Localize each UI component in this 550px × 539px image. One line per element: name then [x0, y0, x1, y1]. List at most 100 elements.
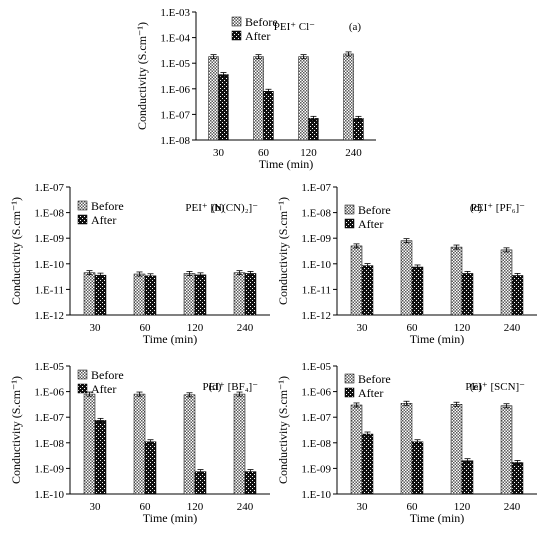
panel-d-bar-after: [94, 420, 107, 495]
panel-d-legend-label-before: Before: [91, 368, 124, 382]
panel-a-x-tick-label: 120: [300, 147, 317, 159]
panel-a-y-tick-label: 1.E-03: [160, 7, 190, 19]
panel-d-bar-before: [183, 394, 196, 495]
panel-d-x-tick-label: 240: [237, 501, 254, 513]
panel-e-bar-after: [361, 433, 374, 495]
panel-d-y-tick-label: 1.E-06: [34, 387, 64, 399]
panel-a-bar-before: [298, 56, 309, 141]
panel-d-y-tick-label: 1.E-09: [34, 463, 64, 475]
panel-b-legend-label-before: Before: [91, 199, 124, 213]
panel-c-y-tick-label: 1.E-12: [301, 310, 331, 322]
panel-e-bar-after: [411, 441, 424, 495]
panel-d-bar-after: [194, 471, 207, 495]
panel-e-bar-before: [350, 404, 363, 495]
panel-e-y-axis-title: Conductivity (S.cm⁻¹): [276, 376, 290, 484]
panel-b-letter: (b): [212, 202, 225, 214]
panel-d-legend-label-after: After: [91, 382, 116, 396]
panel-b-y-tick-label: 1.E-12: [34, 310, 64, 322]
panel-d-y-tick-label: 1.E-05: [34, 361, 64, 373]
panel-a-y-tick-label: 1.E-06: [160, 84, 190, 96]
panel-e-legend-label-after: After: [358, 386, 383, 400]
panel-b-y-tick-label: 1.E-08: [34, 208, 64, 220]
panel-c-x-tick-label: 60: [407, 322, 419, 334]
panel-b-y-axis-title: Conductivity (S.cm⁻¹): [9, 197, 23, 305]
panel-e-bar-before: [400, 403, 413, 495]
panel-a-legend-swatch-before: [231, 16, 242, 27]
panel-d-bar-before: [233, 393, 246, 495]
panel-d-legend-swatch-after: [77, 383, 88, 394]
panel-b-x-axis-title: Time (min): [143, 332, 198, 346]
panel-c-x-tick-label: 30: [357, 322, 369, 334]
panel-b-x-tick-label: 240: [237, 322, 254, 334]
panel-a-y-tick-label: 1.E-08: [160, 135, 190, 147]
panel-a-bar-after: [308, 118, 319, 141]
panel-c-y-tick-label: 1.E-10: [301, 259, 331, 271]
panel-b-bar-before: [133, 273, 146, 316]
panel-a-x-tick-label: 30: [213, 147, 225, 159]
panel-c-y-tick-label: 1.E-07: [301, 182, 331, 194]
panel-b-legend-swatch-before: [77, 200, 88, 211]
panel-b-bar-after: [94, 274, 107, 316]
panel-c-legend-label-after: After: [358, 217, 383, 231]
panel-e-y-tick-label: 1.E-09: [301, 463, 331, 475]
panel-e-x-axis-title: Time (min): [410, 511, 465, 525]
panel-b-y-tick-label: 1.E-10: [34, 259, 64, 271]
panel-d-x-tick-label: 60: [140, 501, 152, 513]
panel-b-bar-before: [183, 273, 196, 316]
panel-a-bar-before: [343, 53, 354, 141]
panel-a-y-tick-label: 1.E-07: [160, 109, 190, 121]
panel-d-bar-after: [144, 441, 157, 495]
panel-a-y-tick-label: 1.E-04: [160, 33, 190, 45]
panel-a-y-tick-label: 1.E-05: [160, 58, 190, 70]
panel-a-legend-label-after: After: [245, 29, 270, 43]
panel-b-x-tick-label: 120: [187, 322, 204, 334]
panel-e-y-tick-label: 1.E-08: [301, 438, 331, 450]
panel-e-y-tick-label: 1.E-06: [301, 387, 331, 399]
panel-b-y-tick-label: 1.E-09: [34, 233, 64, 245]
panel-c-compound-label: PEI⁺ [PF₆]⁻: [471, 202, 525, 214]
panel-e-letter: (e): [470, 381, 483, 393]
panel-b-y-tick-label: 1.E-07: [34, 182, 64, 194]
panel-d-y-tick-label: 1.E-08: [34, 438, 64, 450]
panel-b-legend-swatch-after: [77, 214, 88, 225]
panel-d-y-tick-label: 1.E-10: [34, 489, 64, 501]
panel-e-y-tick-label: 1.E-07: [301, 412, 331, 424]
panel-b-compound-label: PEI⁺ [N(CN)₂]⁻: [185, 202, 258, 214]
panel-c-bar-after: [511, 275, 524, 316]
panel-c-bar-before: [400, 240, 413, 316]
panel-d-x-axis-title: Time (min): [143, 511, 198, 525]
panel-b-legend-label-after: After: [91, 213, 116, 227]
panel-d-x-tick-label: 120: [187, 501, 204, 513]
panel-e-legend-swatch-after: [344, 387, 355, 398]
panel-c-y-tick-label: 1.E-08: [301, 208, 331, 220]
panel-a-bar-before: [208, 56, 219, 141]
panel-b-x-tick-label: 60: [140, 322, 152, 334]
panel-e-bar-after: [461, 460, 474, 495]
panel-c-legend-swatch-after: [344, 218, 355, 229]
panel-e-bar-before: [450, 404, 463, 495]
panel-e-x-tick-label: 240: [504, 501, 521, 513]
panel-c-y-tick-label: 1.E-09: [301, 233, 331, 245]
panel-e-bar-before: [500, 405, 513, 495]
panel-e-x-tick-label: 30: [357, 501, 369, 513]
panel-d-letter: (d): [209, 381, 222, 393]
panel-c-y-tick-label: 1.E-11: [302, 284, 331, 296]
panel-a-compound-label: PEI⁺ Cl⁻: [274, 21, 315, 33]
panel-d-bar-before: [133, 393, 146, 495]
panel-e-y-tick-label: 1.E-10: [301, 489, 331, 501]
panel-e-bar-after: [511, 462, 524, 495]
panel-a-legend-swatch-after: [231, 30, 242, 41]
panel-b-y-tick-label: 1.E-11: [35, 284, 64, 296]
panel-b-bar-after: [244, 273, 257, 316]
panel-c-letter: (c): [470, 202, 483, 214]
panel-c-bar-after: [361, 265, 374, 316]
panel-b-bar-after: [194, 274, 207, 316]
panel-e-legend-swatch-before: [344, 373, 355, 384]
panel-a-letter: (a): [349, 21, 362, 33]
panel-a-x-axis-title: Time (min): [259, 157, 314, 171]
panel-c-bar-before: [500, 249, 513, 316]
panel-a-x-tick-label: 240: [345, 147, 362, 159]
panel-c-x-axis-title: Time (min): [410, 332, 465, 346]
